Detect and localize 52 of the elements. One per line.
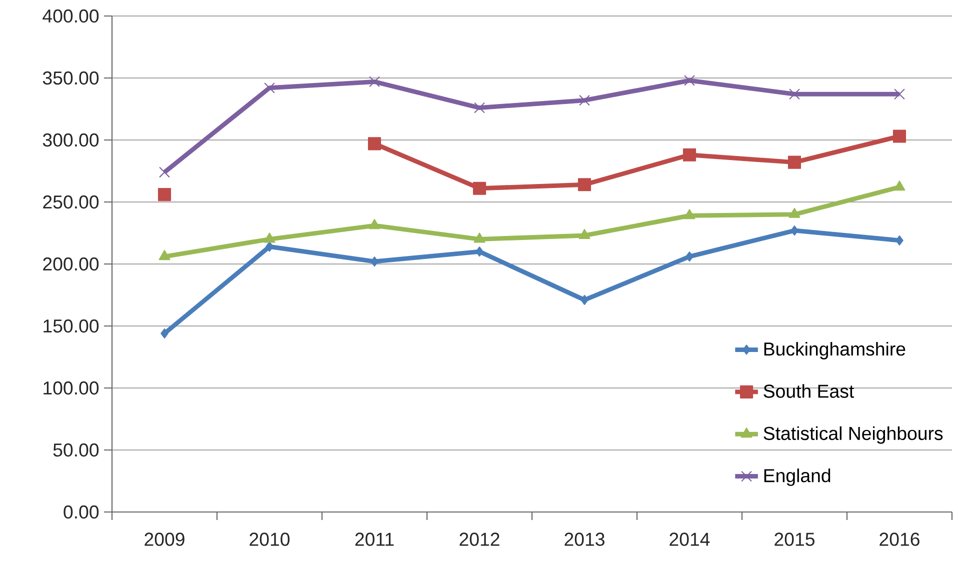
legend-label: England <box>764 468 830 486</box>
point <box>788 156 802 169</box>
point <box>160 328 168 338</box>
point <box>158 188 172 202</box>
x-tick-label: 2013 <box>564 532 604 546</box>
point <box>894 180 906 191</box>
point <box>580 294 588 305</box>
y-tick-label: 400.00 <box>42 9 99 23</box>
x-tick-label: 2011 <box>355 532 394 546</box>
point <box>578 228 590 240</box>
point <box>894 88 905 100</box>
x-tick-label: 2014 <box>670 532 710 546</box>
point <box>476 246 484 257</box>
point <box>368 137 382 150</box>
point <box>686 252 694 262</box>
legend-label: Buckinghamshire <box>764 342 906 360</box>
point <box>264 82 275 94</box>
point <box>368 219 380 230</box>
point <box>474 232 486 243</box>
point <box>790 225 798 236</box>
point <box>579 94 590 106</box>
y-tick-label: 300.00 <box>42 133 99 147</box>
y-tick-label: 100.00 <box>44 381 99 395</box>
legend-label: South East <box>764 384 854 398</box>
legend-label: Statistical Neighbours <box>764 426 943 444</box>
point <box>684 209 696 220</box>
point <box>788 208 800 218</box>
point <box>789 88 800 100</box>
point <box>472 182 486 195</box>
y-tick-label: 250.00 <box>43 195 99 209</box>
x-tick-label: 2009 <box>144 532 184 546</box>
point <box>158 250 170 260</box>
point <box>264 232 276 243</box>
point <box>578 178 592 192</box>
x-tick-label: 2015 <box>774 532 814 546</box>
point <box>896 235 904 246</box>
y-tick-label: 0.00 <box>64 505 99 519</box>
point <box>369 76 380 88</box>
x-tick-label: 2012 <box>460 532 500 546</box>
point <box>159 166 170 178</box>
x-tick-label: 2010 <box>250 532 290 546</box>
point <box>266 242 274 252</box>
point <box>474 102 485 114</box>
point <box>370 256 378 267</box>
y-tick-label: 150.00 <box>44 319 99 333</box>
y-tick-label: 50.00 <box>53 443 99 457</box>
point <box>892 130 906 143</box>
y-tick-label: 350.00 <box>42 71 99 85</box>
point <box>682 148 696 162</box>
y-tick-label: 200.00 <box>43 257 99 271</box>
x-tick-label: 2016 <box>880 532 920 546</box>
point <box>684 74 695 86</box>
